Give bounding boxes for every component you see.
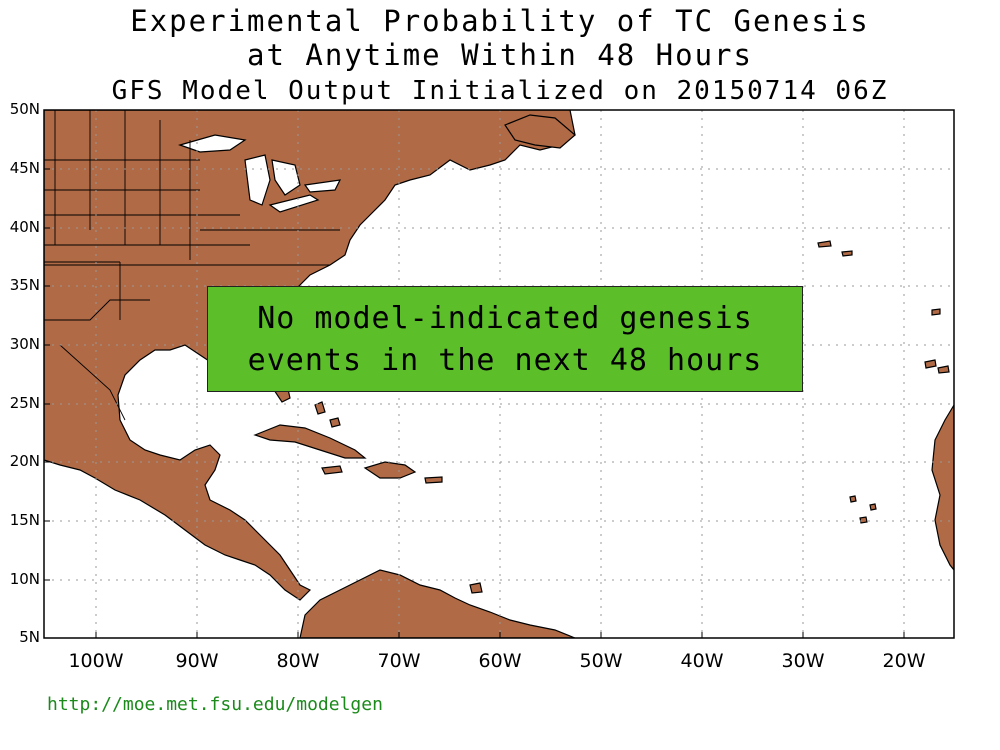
lon-label-90w: 90W [175, 650, 219, 672]
notice-line-1: No model-indicated genesis [257, 301, 753, 336]
jamaica-land [321, 465, 343, 475]
hispaniola-land [363, 461, 417, 479]
puerto-rico-land [424, 476, 443, 484]
africa-land [931, 403, 954, 571]
lat-label-25n: 25N [9, 394, 40, 412]
lon-label-100w: 100W [68, 650, 124, 672]
lat-label-15n: 15N [9, 511, 40, 529]
lat-label-5n: 5N [19, 628, 40, 646]
lon-label-80w: 80W [276, 650, 320, 672]
lon-label-60w: 60W [478, 650, 522, 672]
lat-label-40n: 40N [9, 218, 40, 236]
source-url: http://moe.met.fsu.edu/modelgen [47, 694, 383, 715]
south-america-land [299, 569, 576, 638]
lon-label-20w: 20W [882, 650, 926, 672]
lat-label-10n: 10N [9, 570, 40, 588]
title-line-1: Experimental Probability of TC Genesis [130, 4, 870, 38]
lat-label-45n: 45N [9, 159, 40, 177]
notice-line-2: events in the next 48 hours [247, 343, 763, 378]
lat-label-35n: 35N [9, 276, 40, 294]
title-line-3: GFS Model Output Initialized on 20150714… [111, 76, 889, 106]
lat-label-50n: 50N [9, 100, 40, 118]
title-line-2: at Anytime Within 48 Hours [247, 38, 753, 72]
lat-label-20n: 20N [9, 452, 40, 470]
lon-label-30w: 30W [781, 650, 825, 672]
lon-label-40w: 40W [680, 650, 724, 672]
no-genesis-notice: No model-indicated genesis events in the… [207, 286, 803, 392]
lon-label-50w: 50W [579, 650, 623, 672]
cuba-land [253, 424, 367, 459]
newfoundland-land [504, 114, 576, 149]
map-frame [43, 109, 955, 639]
lon-label-70w: 70W [377, 650, 421, 672]
political-borders [44, 110, 340, 421]
lat-label-30n: 30N [9, 335, 40, 353]
